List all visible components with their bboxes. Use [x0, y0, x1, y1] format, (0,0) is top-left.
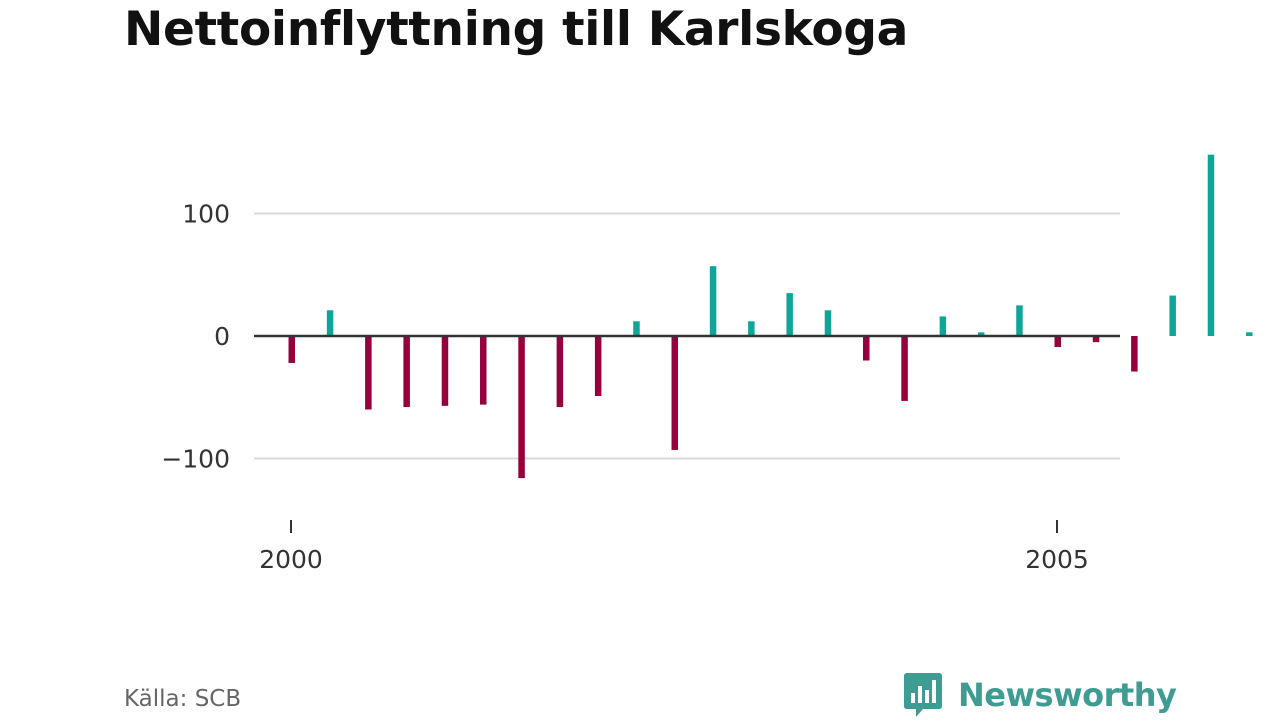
bar-positive: [1246, 332, 1253, 336]
bar-negative: [288, 336, 296, 363]
bars: [288, 154, 1253, 479]
bar-negative: [480, 336, 487, 405]
bar-negative: [403, 336, 410, 408]
bar-positive: [939, 316, 947, 336]
bar-negative: [1054, 336, 1062, 348]
bar-positive: [824, 310, 832, 336]
bar-negative: [441, 336, 449, 406]
gridlines: [254, 212, 1120, 460]
bar-positive: [326, 310, 334, 336]
bar-positive: [1207, 154, 1215, 336]
bar-negative: [671, 336, 679, 450]
y-tick-label: 0: [214, 322, 230, 351]
bar-positive: [1016, 305, 1023, 337]
y-tick-label: −100: [161, 445, 230, 474]
bar-positive: [1169, 295, 1176, 336]
y-tick-label: 100: [182, 200, 230, 229]
bar-positive: [786, 293, 793, 337]
bar-positive: [709, 266, 717, 337]
bar-negative: [365, 336, 372, 410]
bar-positive: [977, 332, 985, 336]
newsworthy-logo[interactable]: Newsworthy: [902, 670, 1177, 720]
bar-negative: [594, 336, 602, 397]
y-axis: 100 0 −100: [161, 200, 230, 474]
bar-negative: [863, 336, 870, 361]
source-label: Källa: SCB: [124, 686, 242, 712]
bar-negative: [556, 336, 564, 408]
chart-title: Nettoinflyttning till Karlskoga: [124, 2, 909, 57]
newsworthy-logo-icon: [904, 673, 942, 717]
bar-negative: [901, 336, 908, 401]
bar-negative: [518, 336, 525, 479]
x-tick-label: 2000: [259, 545, 323, 574]
x-tick-label: 2005: [1025, 545, 1089, 574]
bar-positive: [748, 321, 755, 336]
brand-name: Newsworthy: [958, 676, 1177, 714]
x-axis: 200020052010201520202025: [259, 520, 1089, 574]
bar-positive: [633, 321, 640, 336]
bar-negative: [1092, 336, 1100, 343]
bar-negative: [1131, 336, 1138, 372]
